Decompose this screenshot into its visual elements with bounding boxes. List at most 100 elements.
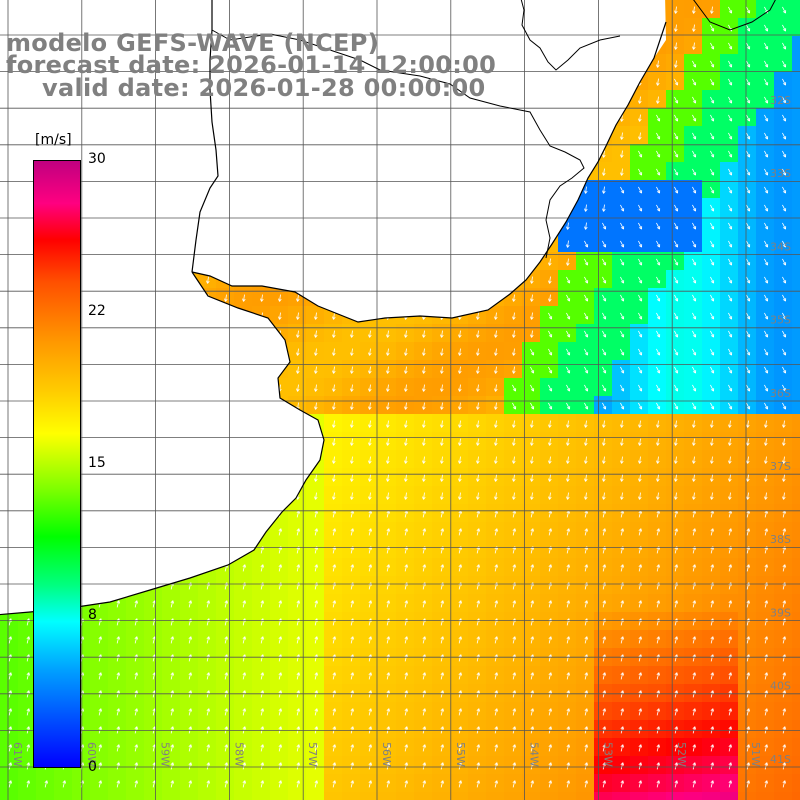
wind-cell (342, 396, 361, 415)
wind-cell (792, 540, 800, 559)
wind-cell (774, 774, 793, 793)
wind-cell (396, 702, 415, 721)
wind-cell (540, 756, 559, 775)
wind-cell (342, 414, 361, 433)
wind-cell (324, 450, 343, 469)
wind-cell (576, 666, 595, 685)
wind-cell (342, 738, 361, 757)
wind-cell (324, 774, 343, 793)
wind-cell (342, 594, 361, 613)
wind-cell (702, 594, 721, 613)
wind-cell (414, 486, 433, 505)
wind-cell (612, 468, 631, 487)
wind-cell (576, 558, 595, 577)
wind-cell (720, 792, 739, 800)
wind-cell (504, 360, 523, 379)
wind-cell (540, 720, 559, 739)
wind-cell (540, 576, 559, 595)
wind-cell (450, 522, 469, 541)
wind-cell (324, 414, 343, 433)
wind-cell (234, 774, 253, 793)
wind-cell (162, 702, 181, 721)
wind-cell (450, 378, 469, 397)
wind-cell (162, 666, 181, 685)
wind-cell (324, 576, 343, 595)
wind-cell (576, 216, 595, 235)
wind-cell (378, 324, 397, 343)
wind-cell (792, 252, 800, 271)
wind-cell (288, 630, 307, 649)
wind-cell (792, 684, 800, 703)
wind-cell (324, 396, 343, 415)
wind-cell (774, 756, 793, 775)
wind-arrow (746, 42, 751, 50)
wind-cell (0, 720, 19, 739)
wind-cell (522, 504, 541, 523)
wind-cell (450, 612, 469, 631)
wind-cell (648, 450, 667, 469)
wind-cell (216, 666, 235, 685)
wind-cell (396, 684, 415, 703)
wind-cell (612, 756, 631, 775)
wind-cell (234, 612, 253, 631)
wind-cell (342, 342, 361, 361)
wind-cell (414, 702, 433, 721)
wind-cell (342, 756, 361, 775)
wind-cell (594, 180, 613, 199)
wind-cell (486, 612, 505, 631)
wind-arrow (746, 24, 751, 32)
wind-arrow (728, 60, 733, 68)
wind-cell (504, 684, 523, 703)
wind-cell (126, 774, 145, 793)
wind-cell (306, 612, 325, 631)
wind-cell (756, 522, 775, 541)
wind-cell (306, 792, 325, 800)
wind-cell (414, 612, 433, 631)
wind-cell (720, 684, 739, 703)
wind-cell (216, 774, 235, 793)
wind-cell (504, 594, 523, 613)
wind-cell (666, 558, 685, 577)
wind-cell (108, 774, 127, 793)
wind-cell (504, 432, 523, 451)
wind-cell (468, 684, 487, 703)
wind-cell (756, 792, 775, 800)
wind-cell (594, 432, 613, 451)
wind-cell (630, 108, 649, 127)
wind-cell (468, 324, 487, 343)
wind-cell (792, 216, 800, 235)
wind-cell (756, 630, 775, 649)
wind-cell (684, 486, 703, 505)
wind-cell (396, 432, 415, 451)
wind-cell (630, 468, 649, 487)
wind-cell (792, 612, 800, 631)
wind-cell (576, 594, 595, 613)
wind-cell (270, 522, 289, 541)
wind-cell (0, 738, 19, 757)
wind-cell (504, 522, 523, 541)
wind-cell (432, 684, 451, 703)
wind-cell (270, 738, 289, 757)
wind-cell (396, 630, 415, 649)
wind-cell (756, 702, 775, 721)
wind-cell (486, 684, 505, 703)
wind-cell (252, 288, 271, 307)
wind-cell (306, 540, 325, 559)
wind-cell (720, 702, 739, 721)
wind-cell (306, 342, 325, 361)
wind-cell (180, 666, 199, 685)
wind-cell (378, 342, 397, 361)
wind-cell (702, 612, 721, 631)
wind-cell (360, 342, 379, 361)
wind-cell (486, 738, 505, 757)
wind-cell (648, 90, 667, 109)
wind-cell (774, 630, 793, 649)
wind-cell (324, 522, 343, 541)
wind-cell (540, 558, 559, 577)
wind-cell (558, 792, 577, 800)
wind-cell (738, 504, 757, 523)
wind-cell (576, 450, 595, 469)
wind-cell (216, 756, 235, 775)
wind-cell (504, 738, 523, 757)
wind-cell (378, 540, 397, 559)
